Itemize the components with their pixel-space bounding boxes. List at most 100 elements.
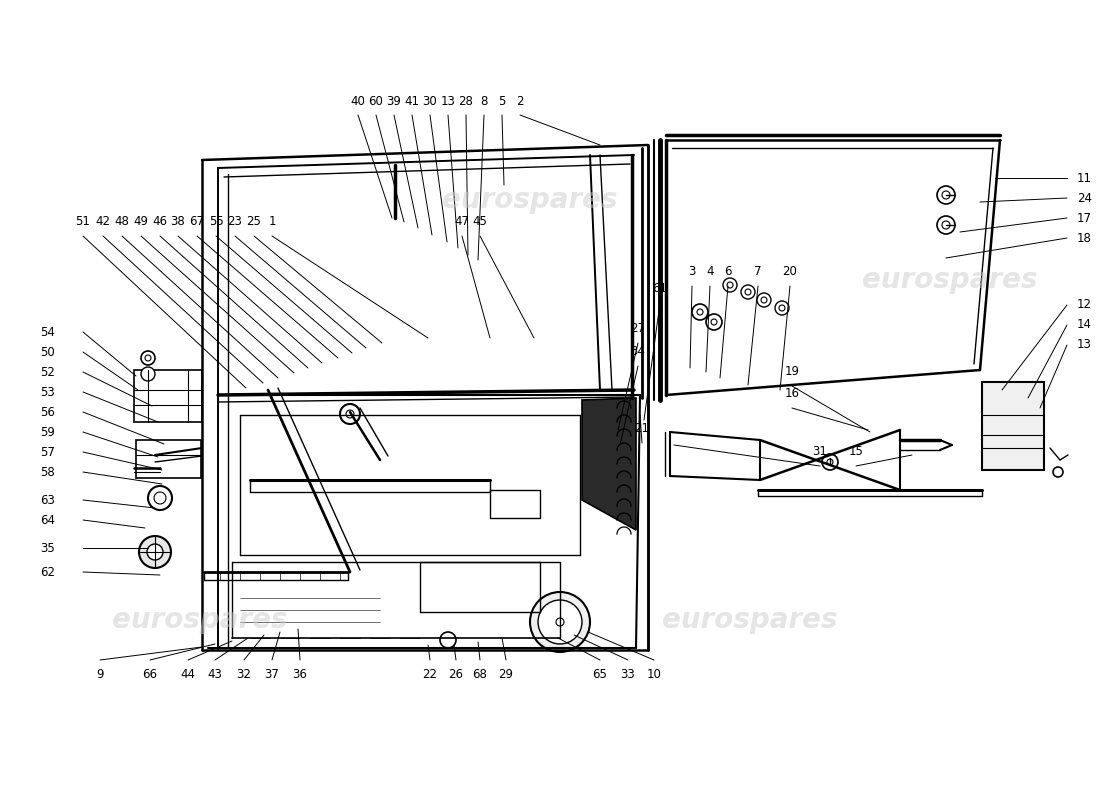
- Circle shape: [745, 289, 751, 295]
- Text: 17: 17: [1077, 211, 1092, 225]
- Text: 23: 23: [228, 215, 242, 228]
- Text: 6: 6: [724, 265, 732, 278]
- Circle shape: [937, 216, 955, 234]
- Text: 55: 55: [209, 215, 223, 228]
- Text: 8: 8: [481, 95, 487, 108]
- Text: 46: 46: [153, 215, 167, 228]
- Circle shape: [147, 544, 163, 560]
- Text: 66: 66: [143, 668, 157, 681]
- Text: 67: 67: [189, 215, 205, 228]
- Text: 52: 52: [40, 366, 55, 378]
- Text: 12: 12: [1077, 298, 1092, 311]
- Bar: [136, 440, 201, 478]
- Text: 54: 54: [40, 326, 55, 338]
- Circle shape: [942, 191, 950, 199]
- Text: 36: 36: [293, 668, 307, 681]
- Text: 30: 30: [422, 95, 438, 108]
- Text: 33: 33: [620, 668, 636, 681]
- Circle shape: [942, 221, 950, 229]
- Circle shape: [697, 309, 703, 315]
- Text: 41: 41: [405, 95, 419, 108]
- Bar: [490, 490, 540, 518]
- Text: 32: 32: [236, 668, 252, 681]
- Text: 9: 9: [97, 668, 103, 681]
- Text: 42: 42: [96, 215, 110, 228]
- Text: 63: 63: [40, 494, 55, 506]
- Circle shape: [139, 536, 170, 568]
- Circle shape: [440, 632, 456, 648]
- Text: 34: 34: [630, 345, 646, 358]
- Text: 64: 64: [40, 514, 55, 526]
- Text: 51: 51: [76, 215, 90, 228]
- Circle shape: [937, 186, 955, 204]
- Circle shape: [145, 355, 151, 361]
- Text: 49: 49: [133, 215, 148, 228]
- Text: 21: 21: [635, 422, 649, 435]
- Text: 43: 43: [208, 668, 222, 681]
- Text: 57: 57: [40, 446, 55, 458]
- Text: 37: 37: [265, 668, 279, 681]
- Text: 39: 39: [386, 95, 402, 108]
- Text: 25: 25: [246, 215, 262, 228]
- Bar: [134, 370, 202, 422]
- Text: 44: 44: [180, 668, 196, 681]
- Circle shape: [141, 351, 155, 365]
- Circle shape: [706, 314, 722, 330]
- Circle shape: [154, 492, 166, 504]
- Text: 61: 61: [652, 282, 668, 295]
- Text: 47: 47: [454, 215, 470, 228]
- Circle shape: [340, 404, 360, 424]
- Circle shape: [723, 278, 737, 292]
- Text: 13: 13: [1077, 338, 1092, 351]
- Circle shape: [727, 282, 733, 288]
- Circle shape: [346, 410, 354, 418]
- Text: 60: 60: [368, 95, 384, 108]
- Text: 20: 20: [782, 265, 797, 278]
- Text: 10: 10: [647, 668, 661, 681]
- Text: 56: 56: [40, 406, 55, 418]
- Polygon shape: [582, 398, 636, 530]
- Text: 45: 45: [473, 215, 487, 228]
- Text: 2: 2: [516, 95, 524, 108]
- Text: 3: 3: [689, 265, 695, 278]
- Circle shape: [538, 600, 582, 644]
- Text: 15: 15: [848, 445, 864, 458]
- Circle shape: [556, 618, 564, 626]
- Text: 26: 26: [449, 668, 463, 681]
- Text: eurospares: eurospares: [862, 266, 1037, 294]
- Circle shape: [711, 319, 717, 325]
- Circle shape: [530, 592, 590, 652]
- Text: 7: 7: [755, 265, 761, 278]
- Text: 24: 24: [1077, 191, 1092, 205]
- Circle shape: [741, 285, 755, 299]
- Text: 68: 68: [473, 668, 487, 681]
- Text: eurospares: eurospares: [662, 606, 838, 634]
- Circle shape: [148, 486, 172, 510]
- Text: 27: 27: [630, 322, 646, 335]
- Circle shape: [761, 297, 767, 303]
- Text: 59: 59: [40, 426, 55, 438]
- Text: 53: 53: [41, 386, 55, 398]
- Text: 40: 40: [351, 95, 365, 108]
- Text: 65: 65: [593, 668, 607, 681]
- Text: eurospares: eurospares: [112, 606, 288, 634]
- Text: 1: 1: [268, 215, 276, 228]
- Circle shape: [1053, 467, 1063, 477]
- Text: 62: 62: [40, 566, 55, 578]
- Circle shape: [827, 459, 833, 465]
- Text: 5: 5: [498, 95, 506, 108]
- Text: 48: 48: [114, 215, 130, 228]
- Text: 11: 11: [1077, 171, 1092, 185]
- Text: 35: 35: [41, 542, 55, 554]
- Text: 22: 22: [422, 668, 438, 681]
- Circle shape: [779, 305, 785, 311]
- Text: 58: 58: [41, 466, 55, 478]
- Text: 28: 28: [459, 95, 473, 108]
- Circle shape: [141, 367, 155, 381]
- Text: eurospares: eurospares: [442, 186, 618, 214]
- Text: 4: 4: [706, 265, 714, 278]
- Text: 31: 31: [813, 445, 827, 458]
- Text: 38: 38: [170, 215, 186, 228]
- Text: 50: 50: [41, 346, 55, 358]
- Circle shape: [757, 293, 771, 307]
